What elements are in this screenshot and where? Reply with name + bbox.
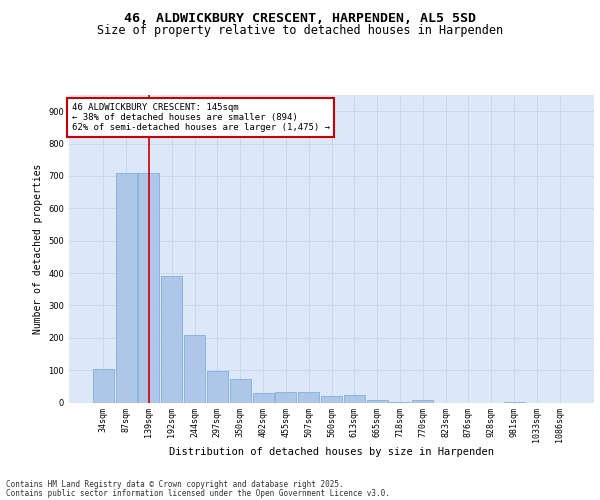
Bar (253, 393, 274, 402)
Text: Size of property relative to detached houses in Harpenden: Size of property relative to detached ho… (97, 24, 503, 37)
Bar (298, 392, 319, 402)
Bar (161, 276, 182, 402)
Text: 46, ALDWICKBURY CRESCENT, HARPENDEN, AL5 5SD: 46, ALDWICKBURY CRESCENT, HARPENDEN, AL5… (124, 12, 476, 26)
Text: Contains public sector information licensed under the Open Government Licence v3: Contains public sector information licen… (6, 488, 390, 498)
Bar (367, 400, 388, 402)
Bar (412, 400, 433, 402)
Bar (230, 379, 251, 402)
Bar (321, 396, 342, 402)
Bar (344, 396, 365, 402)
Bar (275, 392, 296, 402)
Bar (93, 369, 114, 402)
Y-axis label: Number of detached properties: Number of detached properties (33, 164, 43, 334)
Bar (139, 172, 160, 402)
Bar (184, 335, 205, 402)
Text: Contains HM Land Registry data © Crown copyright and database right 2025.: Contains HM Land Registry data © Crown c… (6, 480, 344, 489)
X-axis label: Distribution of detached houses by size in Harpenden: Distribution of detached houses by size … (169, 446, 494, 456)
Text: 46 ALDWICKBURY CRESCENT: 145sqm
← 38% of detached houses are smaller (894)
62% o: 46 ALDWICKBURY CRESCENT: 145sqm ← 38% of… (71, 102, 329, 132)
Bar (116, 172, 137, 402)
Bar (207, 371, 228, 402)
